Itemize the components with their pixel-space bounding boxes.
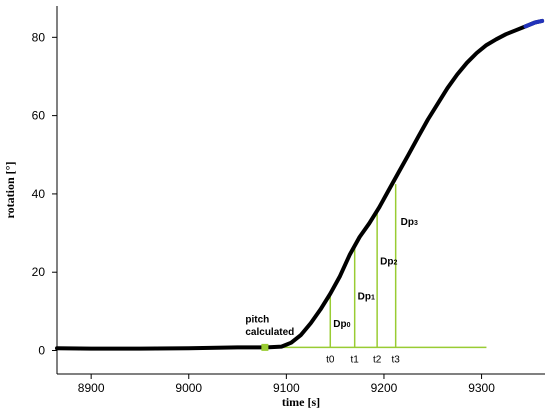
x-tick-label: 9300 xyxy=(468,381,495,395)
axes xyxy=(56,6,545,375)
x-axis-title: time [s] xyxy=(282,395,320,409)
dp-label-sub: 2 xyxy=(393,259,397,266)
x-tick-label: 9000 xyxy=(175,381,202,395)
y-tick-label: 20 xyxy=(32,265,46,279)
dp-label-main: Dp xyxy=(401,217,414,228)
dp-label-sub: 0 xyxy=(347,322,351,329)
marker-label-t2: t2 xyxy=(373,354,382,365)
x-ticks: 8900 9000 9100 9200 9300 xyxy=(78,374,495,395)
dp-label-sub: 1 xyxy=(371,295,375,302)
series xyxy=(55,18,545,351)
pitch-label-line2: calculated xyxy=(245,327,294,338)
dp-label-0: Dp0 xyxy=(333,319,350,330)
markers: t0 t1 t2 t3 xyxy=(252,184,487,365)
dp-label-main: Dp xyxy=(333,319,346,330)
dp-label-1: Dp1 xyxy=(358,292,375,303)
dp-label-3: Dp3 xyxy=(401,217,418,228)
marker-label-t0: t0 xyxy=(326,354,335,365)
pitch-point-marker xyxy=(261,343,269,351)
dp-label-main: Dp xyxy=(358,292,371,303)
labels: time [s]rotation [°]Dp0Dp1Dp2Dp3pitchcal… xyxy=(3,162,418,409)
y-tick-label: 40 xyxy=(32,187,46,201)
x-tick-label: 8900 xyxy=(78,381,105,395)
y-axis-title: rotation [°] xyxy=(3,162,17,219)
marker-label-t1: t1 xyxy=(351,354,360,365)
y-tick-label: 80 xyxy=(32,30,46,44)
dp-label-main: Dp xyxy=(380,256,393,267)
dp-label-2: Dp2 xyxy=(380,256,397,267)
y-tick-label: 60 xyxy=(32,109,46,123)
series-line-tail-0 xyxy=(523,18,545,29)
dp-label-sub: 3 xyxy=(414,220,418,227)
x-tick-label: 9100 xyxy=(273,381,300,395)
y-tick-label: 0 xyxy=(38,344,45,358)
series-line-0 xyxy=(55,18,545,351)
x-tick-label: 9200 xyxy=(371,381,398,395)
y-ticks: 0 20 40 60 80 xyxy=(32,30,57,358)
marker-label-t3: t3 xyxy=(392,354,401,365)
pitch-label-line1: pitch xyxy=(245,314,269,325)
